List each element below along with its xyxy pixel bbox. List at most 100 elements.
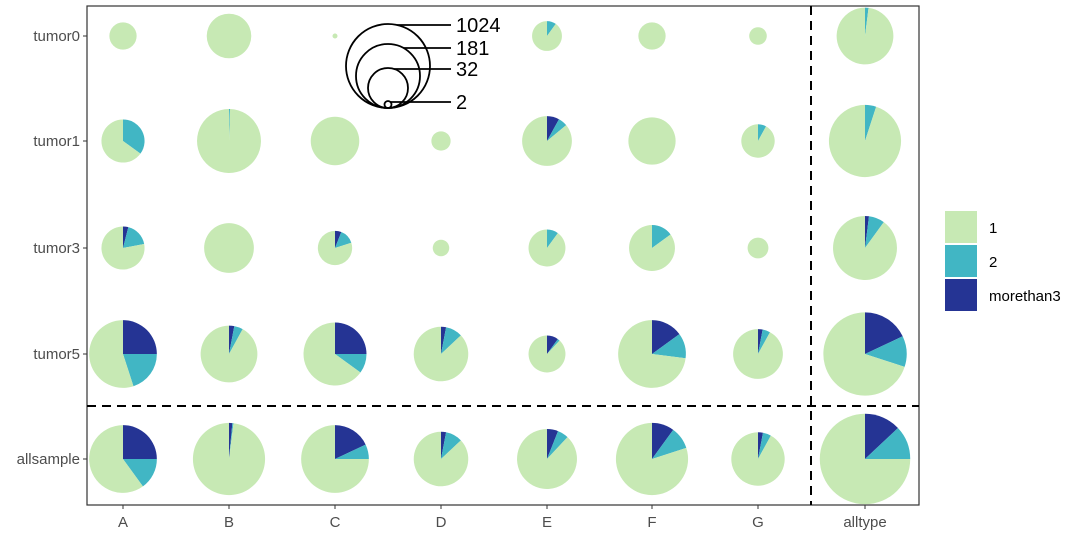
slice-1 [301,425,369,493]
slice-morethan3 [229,325,235,354]
slice-morethan3 [758,329,763,354]
x-tick-label-G: G [752,514,764,531]
slice-1 [197,109,261,173]
slice-2 [865,216,884,248]
slice-1 [109,22,137,50]
pie-F-tumor0 [638,22,666,50]
size-legend-label-32: 32 [456,59,478,81]
pie-D-allsample [413,431,469,487]
pie-E-tumor0 [532,21,562,51]
slice-1 [303,322,361,386]
slice-2 [865,7,869,36]
slice-morethan3 [441,326,447,354]
legend-label-morethan3: morethan3 [989,288,1061,305]
slice-morethan3 [335,322,367,354]
slice-2 [123,354,157,387]
pie-F-tumor5 [618,320,686,388]
legend-swatch-1 [945,211,977,243]
slice-2 [547,21,556,36]
slice-1 [517,429,577,489]
size-legend-label-181: 181 [456,38,489,60]
slice-1 [733,329,783,379]
pie-B-allsample [192,422,266,496]
slice-1 [317,230,353,266]
slice-1 [528,229,566,267]
slice-1 [200,325,258,383]
slice-morethan3 [335,230,342,248]
legend-swatch-2 [945,245,977,277]
slice-1 [192,422,266,496]
slice-morethan3 [652,320,680,354]
size-legend-label-2: 2 [456,92,467,114]
x-tick-label-alltype: alltype [843,514,886,531]
pie-C-allsample [301,425,369,493]
slice-1 [101,226,145,270]
x-tick-label-D: D [436,514,447,531]
pie-B-tumor0 [206,13,252,59]
slice-morethan3 [335,425,366,459]
pie-F-tumor1 [628,117,676,165]
slice-1 [618,320,686,388]
pie-D-tumor3 [432,239,450,257]
slice-1 [628,117,676,165]
size-legend-label-1024: 1024 [456,15,501,37]
y-tick-label-tumor5: tumor5 [33,346,80,363]
y-tick-label-tumor1: tumor1 [33,133,80,150]
slice-1 [532,21,562,51]
pie-F-allsample [615,422,689,496]
pie-F-tumor3 [629,225,675,271]
pie-B-tumor3 [204,223,254,273]
slice-2 [335,232,352,248]
slice-1 [204,223,254,273]
slice-1 [749,27,767,45]
slice-1 [819,413,911,505]
slice-1 [836,7,894,65]
size-legend-circle-2 [383,100,393,109]
pie-G-tumor1 [741,124,775,158]
slice-2 [652,334,686,359]
slice-1 [615,422,689,496]
slice-morethan3 [652,422,674,459]
pie-G-allsample [731,432,785,486]
slice-2 [335,354,367,373]
pie-B-tumor1 [197,109,261,173]
pie-E-tumor5 [528,335,566,373]
slice-1 [413,431,469,487]
slice-1 [522,116,572,166]
slice-1 [731,432,785,486]
pie-G-tumor3 [747,237,769,259]
pie-C-tumor1 [310,116,360,166]
slice-2 [229,423,234,459]
x-tick-label-B: B [224,514,234,531]
slice-2 [441,327,461,354]
slice-1 [89,320,134,388]
slice-morethan3 [441,431,447,459]
slice-1 [432,239,450,257]
slice-2 [229,109,231,141]
slice-2 [758,432,771,459]
slice-2 [547,339,560,354]
pie-C-tumor5 [303,322,367,386]
slice-morethan3 [758,432,764,459]
x-tick-label-A: A [118,514,128,531]
slice-1 [828,104,902,178]
slice-morethan3 [123,226,129,248]
pie-alltype-tumor0 [836,7,894,65]
pie-alltype-tumor5 [823,312,907,396]
slice-2 [758,124,767,141]
pie-E-tumor3 [528,229,566,267]
slice-1 [310,116,360,166]
slice-2 [123,119,145,154]
pie-D-tumor1 [431,131,451,151]
slice-1 [747,237,769,259]
legend-label-1: 1 [989,220,997,237]
x-tick-label-E: E [542,514,552,531]
slice-1 [528,335,566,373]
slice-morethan3 [865,312,903,354]
pie-A-tumor1 [101,119,145,163]
slice-2 [547,431,568,459]
pie-G-tumor0 [749,27,767,45]
